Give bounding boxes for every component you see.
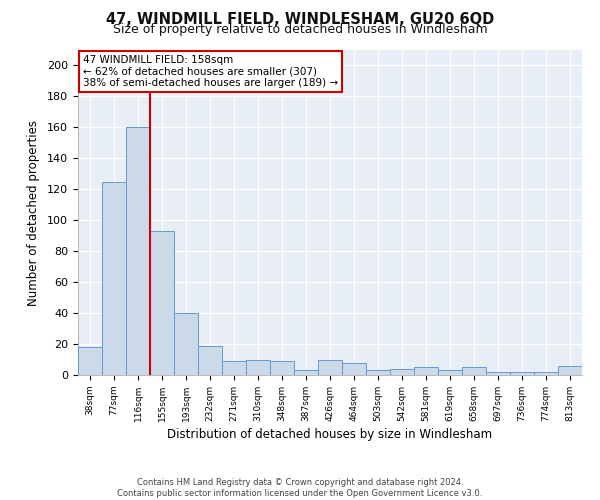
Text: 47, WINDMILL FIELD, WINDLESHAM, GU20 6QD: 47, WINDMILL FIELD, WINDLESHAM, GU20 6QD [106, 12, 494, 28]
Bar [558, 366, 582, 375]
Bar [414, 368, 438, 375]
Bar [222, 361, 246, 375]
Bar [246, 360, 270, 375]
Bar [318, 360, 342, 375]
X-axis label: Distribution of detached houses by size in Windlesham: Distribution of detached houses by size … [167, 428, 493, 441]
Bar [510, 372, 534, 375]
Text: 47 WINDMILL FIELD: 158sqm
← 62% of detached houses are smaller (307)
38% of semi: 47 WINDMILL FIELD: 158sqm ← 62% of detac… [83, 55, 338, 88]
Bar [270, 361, 294, 375]
Bar [342, 362, 366, 375]
Bar [462, 368, 486, 375]
Bar [366, 370, 390, 375]
Bar [78, 347, 102, 375]
Bar [438, 370, 462, 375]
Bar [126, 128, 150, 375]
Text: Size of property relative to detached houses in Windlesham: Size of property relative to detached ho… [113, 24, 487, 36]
Bar [198, 346, 222, 375]
Bar [150, 231, 174, 375]
Bar [294, 370, 318, 375]
Bar [534, 372, 558, 375]
Bar [102, 182, 126, 375]
Bar [486, 372, 510, 375]
Bar [390, 369, 414, 375]
Bar [174, 313, 198, 375]
Text: Contains HM Land Registry data © Crown copyright and database right 2024.
Contai: Contains HM Land Registry data © Crown c… [118, 478, 482, 498]
Y-axis label: Number of detached properties: Number of detached properties [27, 120, 40, 306]
